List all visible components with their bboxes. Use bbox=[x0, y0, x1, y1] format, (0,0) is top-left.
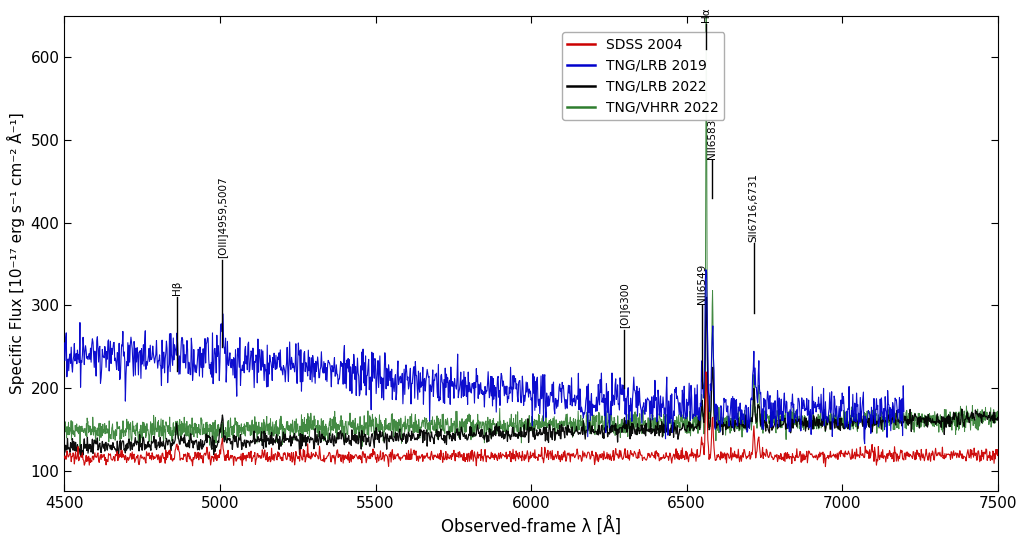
Text: NII6549: NII6549 bbox=[697, 263, 707, 304]
Text: [OIII]4959,5007: [OIII]4959,5007 bbox=[217, 176, 227, 258]
Text: SII6716,6731: SII6716,6731 bbox=[749, 173, 759, 242]
Text: [OI]6300: [OI]6300 bbox=[620, 282, 630, 329]
Text: Hβ: Hβ bbox=[172, 281, 181, 295]
Text: NII6583: NII6583 bbox=[708, 118, 718, 159]
Y-axis label: Specific Flux [10⁻¹⁷ erg s⁻¹ cm⁻² Å⁻¹]: Specific Flux [10⁻¹⁷ erg s⁻¹ cm⁻² Å⁻¹] bbox=[7, 112, 25, 394]
Legend: SDSS 2004, TNG/LRB 2019, TNG/LRB 2022, TNG/VHRR 2022: SDSS 2004, TNG/LRB 2019, TNG/LRB 2022, T… bbox=[562, 32, 724, 120]
Text: Hα: Hα bbox=[701, 8, 712, 22]
X-axis label: Observed-frame λ [Å]: Observed-frame λ [Å] bbox=[441, 517, 622, 536]
